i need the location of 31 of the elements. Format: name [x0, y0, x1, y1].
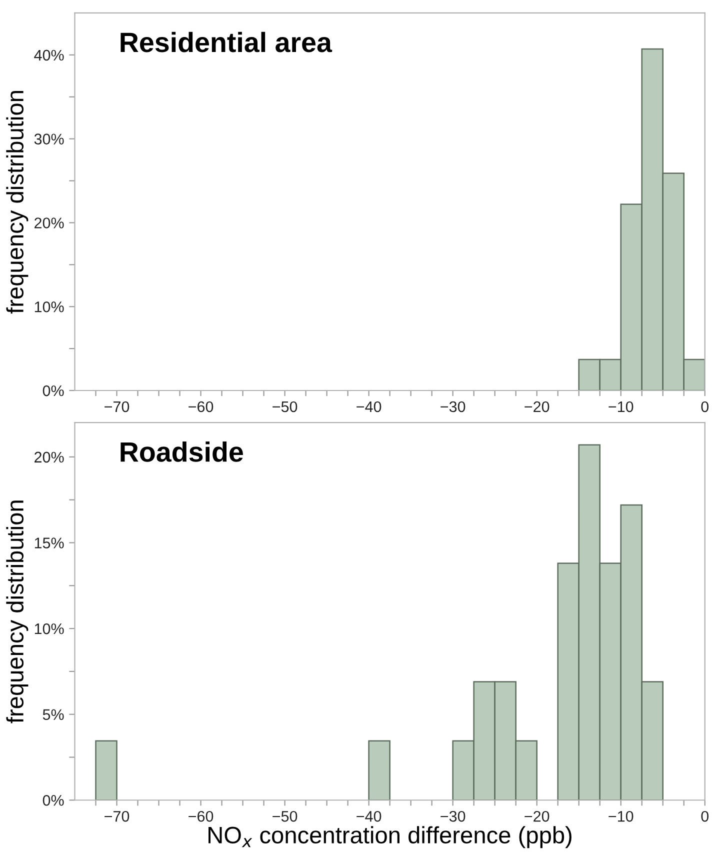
y-tick-label: 0%	[42, 794, 64, 806]
y-tick-label: 20%	[34, 218, 64, 228]
y-tick-label: 15%	[34, 538, 64, 548]
y-tick-label: 10%	[34, 623, 64, 634]
x-tick-label: −60	[188, 401, 214, 412]
y-tick-label: 20%	[34, 452, 64, 463]
y-tick-label: 5%	[42, 709, 64, 720]
y-tick-label: 10%	[34, 301, 64, 312]
x-tick-label: −40	[356, 401, 382, 412]
x-tick-label: −30	[440, 401, 466, 412]
text: Residential area	[120, 32, 332, 52]
y-axis-title: frequency distribution	[6, 91, 28, 314]
y-axis-title: frequency distribution	[6, 500, 28, 724]
y-tick-label: 40%	[34, 50, 64, 61]
x-tick-label: −70	[104, 401, 130, 412]
x-tick-label: −20	[524, 401, 550, 412]
text: Roadside	[120, 441, 243, 462]
y-tick-label: 0%	[42, 385, 64, 396]
y-tick-label: 30%	[34, 134, 64, 145]
x-tick-label: −60	[188, 810, 214, 822]
x-tick-label: −50	[272, 401, 298, 412]
x-tick-label: 0	[701, 810, 709, 822]
x-tick-label: 0	[701, 401, 709, 412]
x-tick-label: −30	[440, 810, 466, 822]
x-axis-title: NO$_{x}$ concentration difference (ppb)	[208, 826, 572, 848]
x-tick-label: −50	[272, 810, 298, 822]
x-tick-label: −10	[608, 810, 634, 822]
x-tick-label: −10	[608, 401, 634, 412]
x-tick-label: −70	[104, 810, 130, 822]
x-tick-label: −20	[524, 810, 550, 822]
x-tick-label: −40	[356, 810, 382, 822]
